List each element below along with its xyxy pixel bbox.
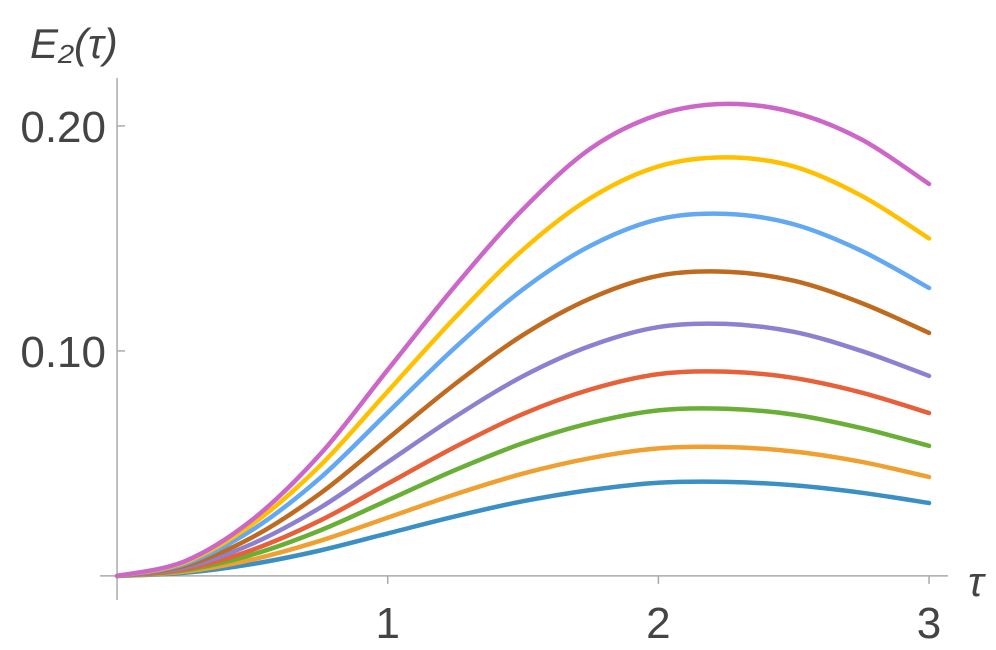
x-tick-label: 2 — [646, 599, 670, 648]
y-tick-label: 0.20 — [20, 103, 106, 152]
series-line — [114, 444, 932, 579]
series-line — [114, 101, 932, 579]
y-axis-label: E₂(τ) — [30, 20, 118, 67]
y-tick-label: 0.10 — [20, 328, 106, 377]
series-line — [114, 369, 932, 579]
series-line — [114, 321, 932, 579]
series-line — [114, 155, 932, 579]
series-line — [114, 406, 932, 579]
series-line — [114, 479, 932, 579]
x-axis-label: τ — [968, 558, 986, 605]
x-tick-label: 1 — [375, 599, 399, 648]
series-line — [114, 211, 932, 579]
series-line — [114, 269, 932, 579]
x-tick-label: 3 — [917, 599, 941, 648]
